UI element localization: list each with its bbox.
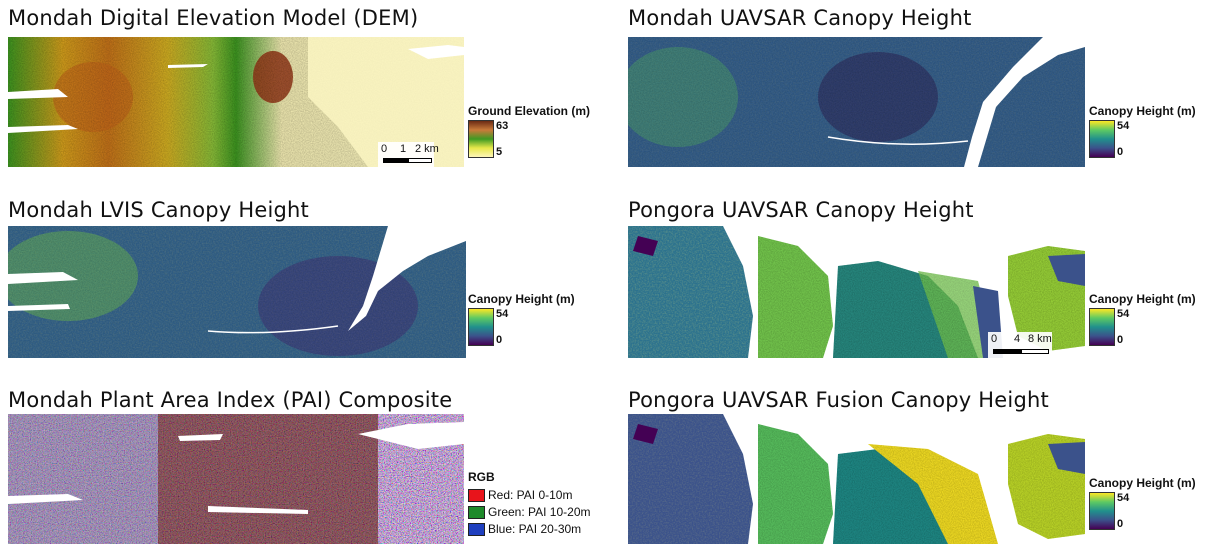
lvis-map [8, 226, 466, 358]
dem-legend-max: 63 [496, 120, 509, 132]
red-swatch [468, 489, 485, 503]
dem-title: Mondah Digital Elevation Model (DEM) [8, 6, 419, 30]
blue-swatch [468, 523, 485, 537]
uavsar-mondah-legend-max: 54 [1117, 120, 1130, 132]
pongora-fusion-legend-max: 54 [1117, 492, 1130, 504]
dem-scale-0: 0 [381, 143, 388, 155]
dem-color-ramp [468, 120, 494, 158]
pai-legend-title: RGB [468, 470, 495, 484]
pongora-scale-8: 8 km [1028, 333, 1052, 345]
lvis-title: Mondah LVIS Canopy Height [8, 198, 309, 222]
pai-legend-green: Green: PAI 10-20m [468, 505, 591, 520]
pai-legend-red-label: Red: PAI 0-10m [488, 488, 573, 502]
dem-legend-title: Ground Elevation (m) [468, 104, 591, 118]
pongora-fusion-title: Pongora UAVSAR Fusion Canopy Height [628, 388, 1049, 412]
pai-legend-blue-label: Blue: PAI 20-30m [488, 522, 582, 536]
pongora-scale-bar-white [1021, 349, 1049, 354]
pongora-scale-4: 4 [1014, 333, 1021, 345]
lvis-legend-min: 0 [496, 334, 503, 346]
pai-legend: RGB Red: PAI 0-10m Green: PAI 10-20m Blu… [468, 470, 618, 544]
green-swatch [468, 506, 485, 520]
dem-legend-min: 5 [496, 146, 503, 158]
pongora-uavsar-legend-title: Canopy Height (m) [1089, 292, 1196, 306]
pai-map [8, 414, 464, 544]
pongora-uavsar-legend: Canopy Height (m) 54 0 [1089, 292, 1227, 358]
pongora-uavsar-color-ramp [1089, 308, 1115, 346]
pongora-uavsar-title: Pongora UAVSAR Canopy Height [628, 198, 974, 222]
pongora-fusion-legend-title: Canopy Height (m) [1089, 476, 1196, 490]
uavsar-mondah-map [628, 37, 1085, 167]
pongora-scale-0: 0 [991, 333, 998, 345]
dem-map [8, 37, 464, 167]
dem-legend: Ground Elevation (m) 63 5 [468, 104, 618, 170]
uavsar-mondah-title: Mondah UAVSAR Canopy Height [628, 6, 972, 30]
pongora-uavsar-map [628, 226, 1085, 358]
lvis-legend-title: Canopy Height (m) [468, 292, 575, 306]
uavsar-mondah-color-ramp [1089, 120, 1115, 158]
lvis-legend: Canopy Height (m) 54 0 [468, 292, 618, 358]
dem-scalebar: 0 1 2 km [378, 142, 439, 167]
pongora-fusion-legend-min: 0 [1117, 518, 1124, 530]
pongora-uavsar-legend-max: 54 [1117, 308, 1130, 320]
dem-scale-bar-black [383, 158, 408, 163]
pongora-scale-bar-black [993, 349, 1021, 354]
pai-legend-green-label: Green: PAI 10-20m [488, 505, 591, 519]
uavsar-mondah-legend: Canopy Height (m) 54 0 [1089, 104, 1227, 170]
pongora-fusion-map [628, 414, 1085, 544]
lvis-color-ramp [468, 308, 494, 346]
lvis-legend-max: 54 [496, 308, 509, 320]
pongora-fusion-legend: Canopy Height (m) 54 0 [1089, 476, 1227, 544]
pai-legend-red: Red: PAI 0-10m [468, 488, 573, 503]
dem-scale-1: 1 [400, 143, 407, 155]
pai-legend-blue: Blue: PAI 20-30m [468, 522, 582, 537]
pongora-scalebar: 0 4 8 km [988, 332, 1052, 358]
uavsar-mondah-legend-title: Canopy Height (m) [1089, 104, 1196, 118]
dem-scale-bar-white [408, 158, 432, 163]
pongora-uavsar-legend-min: 0 [1117, 334, 1124, 346]
dem-scale-2: 2 km [415, 143, 439, 155]
pongora-fusion-color-ramp [1089, 492, 1115, 530]
uavsar-mondah-legend-min: 0 [1117, 146, 1124, 158]
pai-title: Mondah Plant Area Index (PAI) Composite [8, 388, 453, 412]
